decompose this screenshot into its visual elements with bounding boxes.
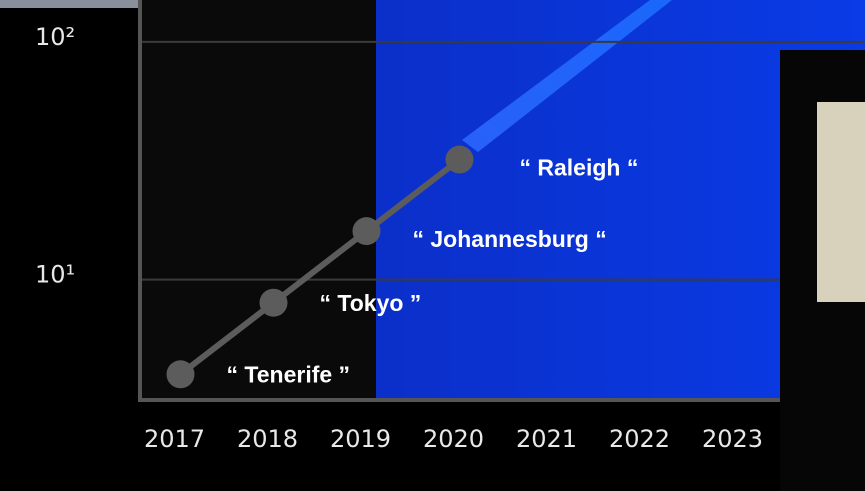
data-point	[352, 217, 381, 246]
past-region	[140, 0, 376, 400]
point-label: “ Raleigh “	[520, 155, 639, 181]
x-tick-label: 2020	[423, 425, 484, 453]
series-line	[178, 157, 462, 377]
point-label: “ Tenerife ”	[227, 361, 351, 387]
data-point	[259, 288, 288, 317]
overlay-image	[817, 102, 865, 302]
y-tick-label: 10²	[35, 23, 75, 51]
y-tick-label: 10¹	[35, 261, 75, 289]
plot: 10¹ 10² 2017 2018 2019 2020 2021 2022 2023 “ Tene…	[35, 0, 865, 453]
data-point	[166, 360, 195, 389]
data-point	[445, 145, 474, 174]
x-tick-label: 2023	[702, 425, 763, 453]
x-tick-label: 2018	[237, 425, 298, 453]
projection-band	[462, 0, 672, 152]
x-tick-label: 2021	[516, 425, 577, 453]
x-tick-label: 2019	[330, 425, 391, 453]
point-label: “ Tokyo ”	[320, 290, 422, 316]
x-tick-label: 2022	[609, 425, 670, 453]
point-label: “ Johannesburg “	[413, 226, 607, 252]
x-tick-label: 2017	[144, 425, 205, 453]
